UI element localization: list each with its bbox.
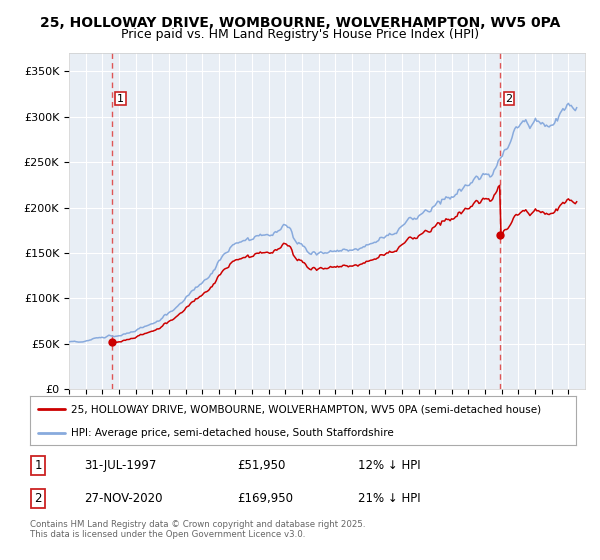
Text: £169,950: £169,950 <box>238 492 293 505</box>
Text: Price paid vs. HM Land Registry's House Price Index (HPI): Price paid vs. HM Land Registry's House … <box>121 28 479 41</box>
Text: 25, HOLLOWAY DRIVE, WOMBOURNE, WOLVERHAMPTON, WV5 0PA (semi-detached house): 25, HOLLOWAY DRIVE, WOMBOURNE, WOLVERHAM… <box>71 404 541 414</box>
Text: 21% ↓ HPI: 21% ↓ HPI <box>358 492 420 505</box>
Text: 1: 1 <box>117 94 124 104</box>
Text: 2: 2 <box>505 94 512 104</box>
Text: 12% ↓ HPI: 12% ↓ HPI <box>358 459 420 472</box>
Text: 25, HOLLOWAY DRIVE, WOMBOURNE, WOLVERHAMPTON, WV5 0PA: 25, HOLLOWAY DRIVE, WOMBOURNE, WOLVERHAM… <box>40 16 560 30</box>
Text: HPI: Average price, semi-detached house, South Staffordshire: HPI: Average price, semi-detached house,… <box>71 428 394 438</box>
Text: 27-NOV-2020: 27-NOV-2020 <box>85 492 163 505</box>
Text: 1: 1 <box>34 459 42 472</box>
Text: Contains HM Land Registry data © Crown copyright and database right 2025.
This d: Contains HM Land Registry data © Crown c… <box>30 520 365 539</box>
Text: 2: 2 <box>34 492 42 505</box>
Text: £51,950: £51,950 <box>238 459 286 472</box>
Text: 31-JUL-1997: 31-JUL-1997 <box>85 459 157 472</box>
